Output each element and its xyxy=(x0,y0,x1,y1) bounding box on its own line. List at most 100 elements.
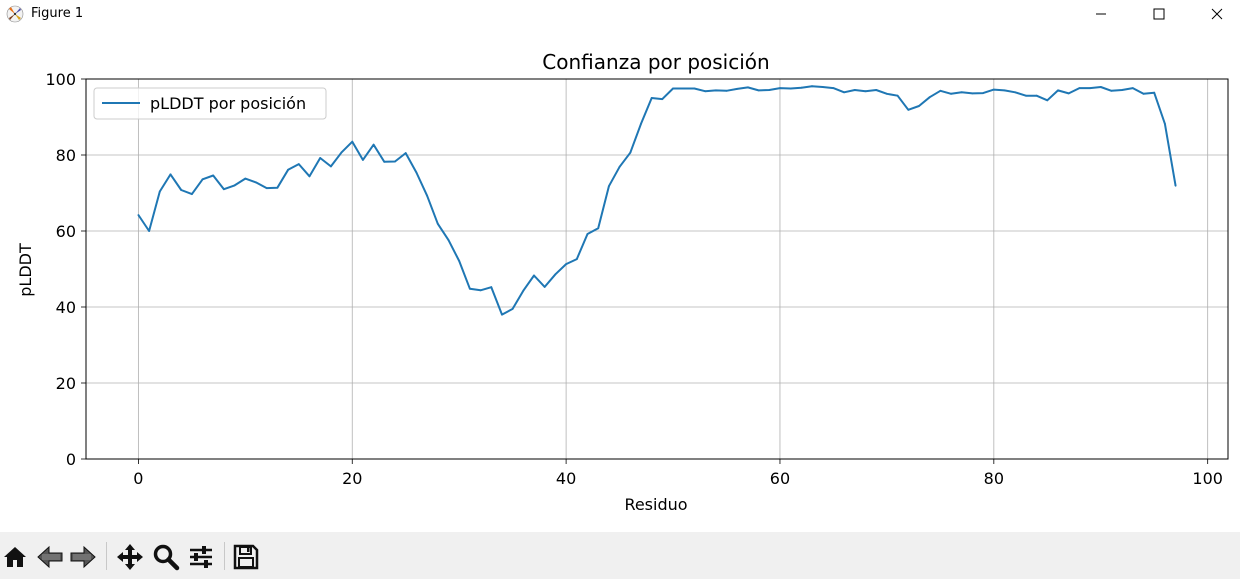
x-tick-label: 80 xyxy=(984,469,1004,488)
data-point xyxy=(971,92,974,95)
series-line-plddt xyxy=(137,85,1177,316)
data-point xyxy=(554,273,557,276)
data-point xyxy=(404,152,407,155)
data-point xyxy=(747,86,749,89)
data-point xyxy=(1003,89,1006,92)
grid-lines xyxy=(86,78,1228,460)
data-point xyxy=(907,108,910,111)
data-point xyxy=(319,157,322,159)
data-point xyxy=(330,165,332,168)
data-point xyxy=(1035,94,1038,97)
data-point xyxy=(800,86,803,89)
y-tick-label: 20 xyxy=(56,374,76,393)
move-arrows-icon xyxy=(117,544,143,570)
x-tick-label: 40 xyxy=(556,469,576,488)
zoom-button[interactable] xyxy=(151,542,181,572)
data-point xyxy=(1057,89,1059,92)
data-point xyxy=(265,187,268,190)
x-axis-label: Residuo xyxy=(624,495,687,514)
data-point xyxy=(394,160,396,163)
navigation-toolbar xyxy=(0,532,1240,579)
data-point xyxy=(233,184,236,187)
minimize-button[interactable] xyxy=(1072,0,1130,28)
data-point xyxy=(960,91,963,94)
data-point xyxy=(244,177,247,180)
data-point xyxy=(650,97,653,99)
data-point xyxy=(586,233,589,235)
data-point xyxy=(821,86,824,88)
maximize-button[interactable] xyxy=(1130,0,1188,28)
configure-subplots-button[interactable] xyxy=(186,542,216,572)
axes-frame xyxy=(85,78,1229,460)
data-point xyxy=(533,274,535,277)
home-button[interactable] xyxy=(0,542,30,572)
data-point xyxy=(223,188,225,191)
data-point xyxy=(1014,91,1017,94)
toolbar-separator xyxy=(106,542,107,570)
minimize-icon xyxy=(1096,13,1106,15)
data-point xyxy=(511,308,514,310)
axis-ticks: 0 20 40 60 80 100 0 20 40 60 80 100 xyxy=(45,70,1223,488)
data-point xyxy=(853,89,856,91)
data-point xyxy=(297,163,300,166)
data-point xyxy=(864,90,867,93)
matplotlib-logo-icon xyxy=(6,5,24,23)
data-point xyxy=(886,92,888,95)
data-point xyxy=(1078,87,1081,89)
data-point xyxy=(757,89,760,92)
data-point xyxy=(640,122,642,125)
maximize-icon xyxy=(1153,8,1165,20)
data-point xyxy=(843,91,845,94)
figure-canvas[interactable]: 0 20 40 60 80 100 0 20 40 60 80 100 Confianza por p… xyxy=(0,28,1240,532)
data-point xyxy=(661,98,664,100)
data-point xyxy=(1067,92,1070,95)
back-arrow-icon xyxy=(37,545,63,569)
legend: pLDDT por posición xyxy=(93,87,327,120)
data-point xyxy=(383,160,386,163)
data-point xyxy=(565,263,567,265)
data-point xyxy=(212,174,215,177)
data-point xyxy=(896,94,899,97)
data-point xyxy=(1142,92,1145,95)
data-point xyxy=(672,87,674,90)
data-point xyxy=(1121,89,1123,91)
data-point xyxy=(928,96,931,99)
data-point xyxy=(479,289,482,292)
data-point xyxy=(918,105,920,107)
close-icon xyxy=(1211,8,1223,20)
data-point xyxy=(415,171,418,174)
data-point xyxy=(714,89,717,92)
home-icon xyxy=(4,547,26,567)
data-point xyxy=(469,287,471,290)
line-chart: 0 20 40 60 80 100 0 20 40 60 80 100 Confianza por p… xyxy=(16,50,1229,514)
data-point xyxy=(522,289,525,292)
back-button[interactable] xyxy=(35,542,65,572)
data-point xyxy=(137,214,140,216)
forward-button[interactable] xyxy=(68,542,98,572)
data-point xyxy=(682,87,685,90)
y-tick-label: 100 xyxy=(45,70,76,89)
pan-button[interactable] xyxy=(115,542,145,572)
save-button[interactable] xyxy=(231,542,261,572)
data-point xyxy=(255,181,257,184)
data-point xyxy=(597,227,600,230)
data-point xyxy=(768,89,771,91)
data-point xyxy=(789,87,792,90)
data-point xyxy=(362,159,364,161)
data-point xyxy=(169,173,172,176)
y-axis-label: pLDDT xyxy=(16,243,35,297)
close-button[interactable] xyxy=(1188,0,1240,28)
data-point xyxy=(736,88,739,90)
data-point xyxy=(982,92,984,94)
data-point xyxy=(693,87,696,90)
data-point xyxy=(1164,122,1166,125)
data-point xyxy=(436,222,439,225)
data-point xyxy=(180,189,183,191)
data-point xyxy=(1153,91,1156,94)
data-point xyxy=(1099,86,1102,88)
toolbar-separator xyxy=(224,542,225,570)
data-point xyxy=(725,89,728,92)
data-point xyxy=(426,194,428,197)
data-point xyxy=(458,260,461,262)
x-tick-label: 100 xyxy=(1192,469,1223,488)
